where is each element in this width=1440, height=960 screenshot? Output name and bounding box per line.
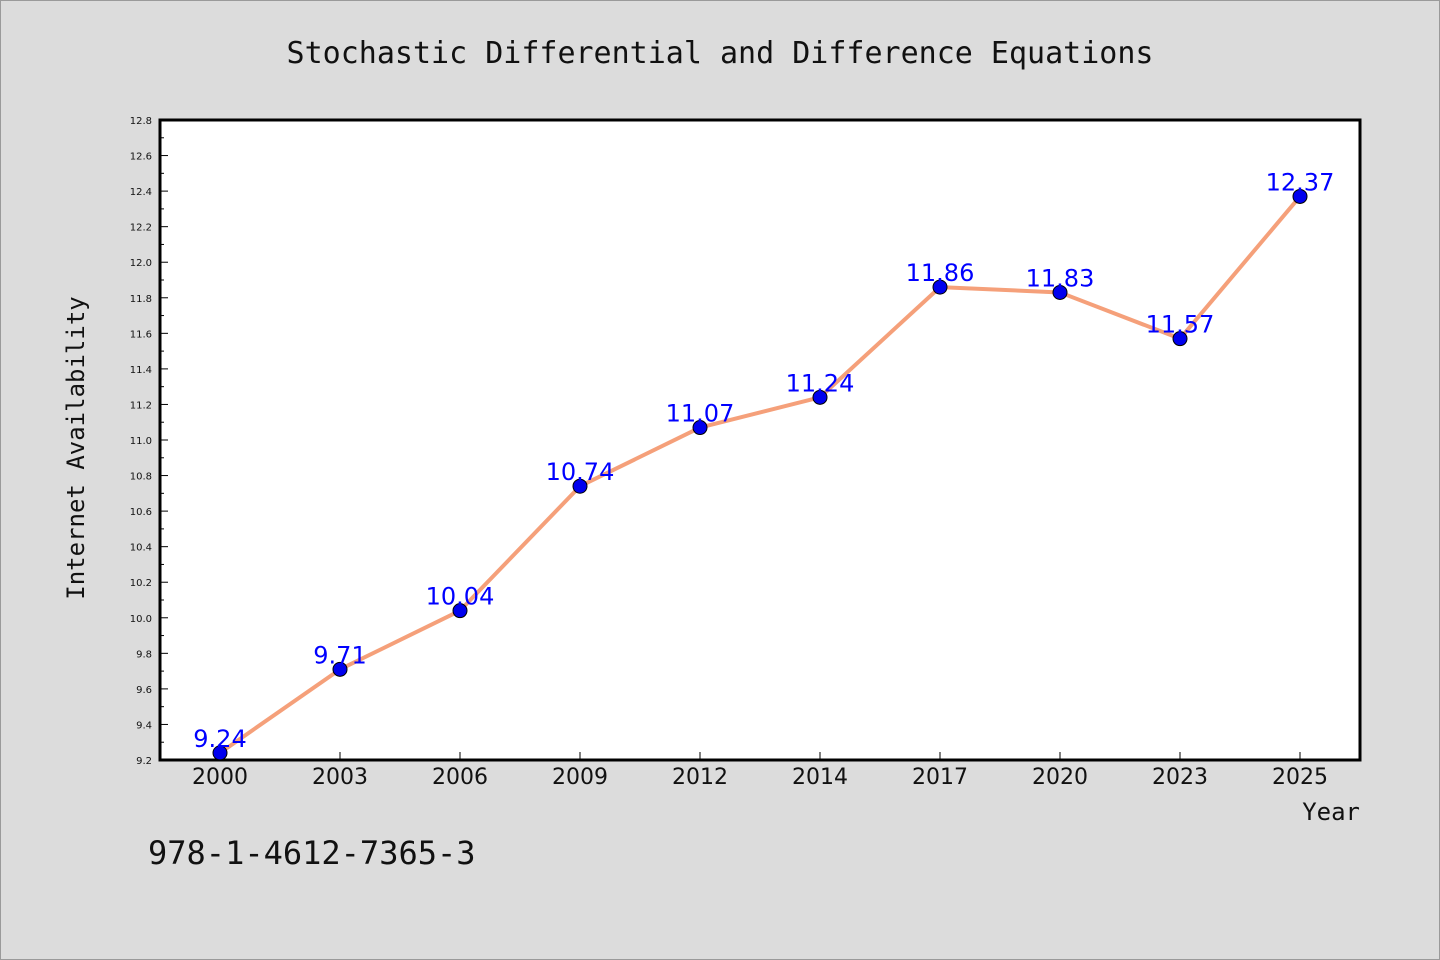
y-tick-label: 11.6 <box>130 329 152 340</box>
y-tick-label: 12.8 <box>130 116 152 127</box>
y-tick-label: 11.0 <box>130 436 152 447</box>
data-point <box>1292 188 1308 204</box>
y-tick-label: 10.8 <box>130 472 152 483</box>
y-axis: 9.2 9.4 9.6 9.8 10.0 10.2 10.4 10.6 10.8 11.0 11.2… <box>130 116 168 767</box>
y-tick-label: 12.4 <box>130 187 152 198</box>
data-point <box>812 389 828 405</box>
x-tick-label: 2003 <box>312 765 368 790</box>
y-tick-label: 10.2 <box>130 578 152 589</box>
x-tick-label: 2025 <box>1272 765 1328 790</box>
isbn-text: 978-1-4612-7365-3 <box>148 834 476 872</box>
x-tick-label: 2006 <box>432 765 488 790</box>
data-label: 11.24 <box>786 369 855 397</box>
series-markers <box>212 188 1308 761</box>
data-point <box>1172 331 1188 347</box>
data-label: 11.07 <box>666 400 735 428</box>
data-point <box>452 603 468 619</box>
y-tick-label: 9.4 <box>136 720 152 731</box>
data-point <box>212 745 228 761</box>
y-tick-label: 10.0 <box>130 614 152 625</box>
y-tick-label: 11.2 <box>130 400 152 411</box>
data-label: 11.86 <box>906 259 975 287</box>
data-point <box>932 279 948 295</box>
data-label: 9.71 <box>313 641 366 669</box>
data-point <box>692 420 708 436</box>
y-tick-label: 10.6 <box>130 507 152 518</box>
x-tick-label: 2017 <box>912 765 968 790</box>
data-label: 10.04 <box>426 583 495 611</box>
x-axis: 2000 2003 2006 2009 2012 2014 2017 2020 2023 2025 <box>192 752 1328 790</box>
y-axis-label: Internet Availability <box>62 296 90 599</box>
data-labels: 9.24 9.71 10.04 10.74 11.07 11.24 11.86 11.83 11… <box>193 168 1334 752</box>
x-tick-label: 2012 <box>672 765 728 790</box>
y-tick-label: 11.8 <box>130 294 152 305</box>
data-point <box>572 478 588 494</box>
x-tick-label: 2014 <box>792 765 848 790</box>
y-tick-label: 10.4 <box>130 543 152 554</box>
x-axis-label: Year <box>1302 798 1360 826</box>
y-tick-label: 11.4 <box>130 365 152 376</box>
chart-title: Stochastic Differential and Difference E… <box>287 36 1154 71</box>
data-label: 9.24 <box>193 725 246 753</box>
x-tick-label: 2009 <box>552 765 608 790</box>
x-tick-label: 2023 <box>1152 765 1208 790</box>
y-tick-label: 12.0 <box>130 258 152 269</box>
y-tick-label: 9.6 <box>136 685 152 696</box>
y-tick-label: 12.2 <box>130 223 152 234</box>
data-label: 12.37 <box>1266 168 1335 196</box>
y-tick-label: 12.6 <box>130 152 152 163</box>
x-tick-label: 2020 <box>1032 765 1088 790</box>
y-tick-label: 9.2 <box>136 756 152 767</box>
data-point <box>332 661 348 677</box>
series-line <box>218 194 1302 755</box>
x-tick-label: 2000 <box>192 765 248 790</box>
data-label: 11.83 <box>1026 264 1095 292</box>
data-point <box>1052 284 1068 300</box>
data-label: 10.74 <box>546 458 615 486</box>
plot-area <box>158 118 1362 762</box>
data-label: 11.57 <box>1146 311 1215 339</box>
y-tick-label: 9.8 <box>136 649 152 660</box>
